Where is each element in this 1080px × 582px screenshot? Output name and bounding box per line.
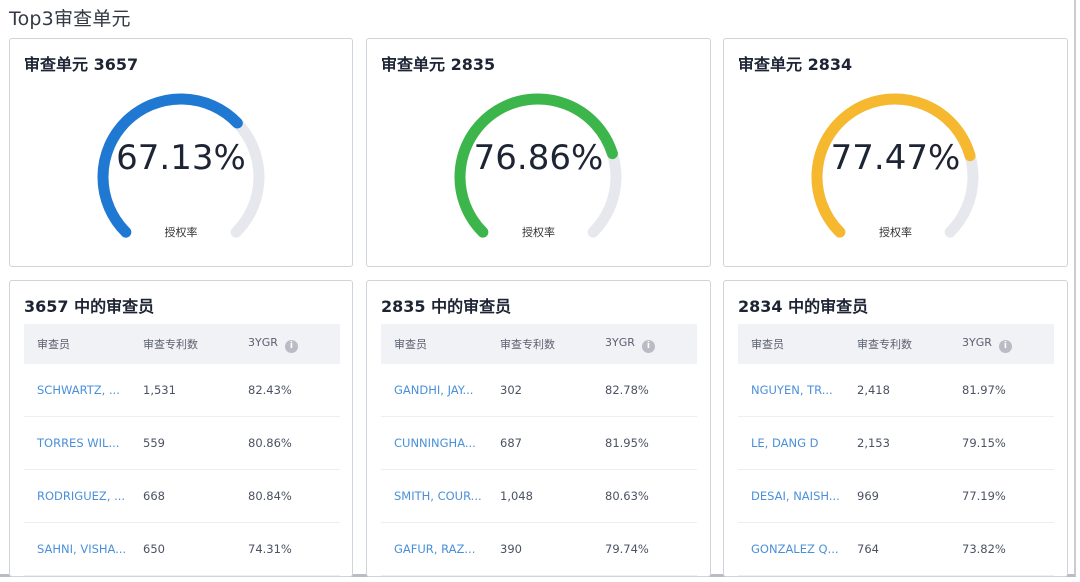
gauge-card-2: 审查单元 2835 76.86% 授权率 xyxy=(366,38,711,267)
gauge-chart xyxy=(454,93,622,238)
table-row: GONZALEZ Q... 764 73.82% xyxy=(738,522,1054,576)
examiner-name-link[interactable]: DESAI, NAISH... xyxy=(738,469,844,523)
ygr-value: 81.97% xyxy=(949,364,1054,417)
gauge-arc xyxy=(97,93,243,238)
examiner-name-link[interactable]: LE, DANG D xyxy=(738,416,844,470)
table-header-row: 审查员 审查专利数 3YGR i xyxy=(738,324,1054,364)
gauge-card-title: 审查单元 3657 xyxy=(24,55,139,74)
ygr-value: 79.15% xyxy=(949,416,1054,470)
examiner-name-link[interactable]: GONZALEZ Q... xyxy=(738,522,844,576)
table-row: SAHNI, VISHA... 650 74.31% xyxy=(24,522,340,576)
table-row: LE, DANG D 2,153 79.15% xyxy=(738,416,1054,470)
table-row: CUNNINGHA... 687 81.95% xyxy=(381,416,697,470)
gauge-chart xyxy=(97,93,265,238)
examiner-name-link[interactable]: SCHWARTZ, ... xyxy=(24,364,130,417)
examiner-name-link[interactable]: NGUYEN, TR... xyxy=(738,364,844,417)
gauge-value: 76.86% xyxy=(473,138,604,178)
ygr-value: 82.43% xyxy=(235,364,340,417)
table-row: DESAI, NAISH... 969 77.19% xyxy=(738,469,1054,523)
examiner-table: 审查员 审查专利数 3YGR i GANDHI, JAY... 302 82.78… xyxy=(381,324,697,576)
examiner-name-link[interactable]: GAFUR, RAZ... xyxy=(381,522,487,576)
gauge-caption: 授权率 xyxy=(522,226,555,239)
ygr-value: 77.19% xyxy=(949,469,1054,523)
patent-count: 687 xyxy=(487,416,592,470)
examiner-table: 审查员 审查专利数 3YGR i NGUYEN, TR... 2,418 81.9… xyxy=(738,324,1054,576)
examiner-name-link[interactable]: RODRIGUEZ, ... xyxy=(24,469,130,523)
col-header-examiner: 审查员 xyxy=(381,324,487,364)
table-header-row: 审查员 审查专利数 3YGR i xyxy=(381,324,697,364)
examiner-card-1: 3657 中的审查员 审查员 审查专利数 3YGR i SCHWARTZ, ...… xyxy=(9,280,353,577)
col-header-examiner: 审查员 xyxy=(24,324,130,364)
table-row: GAFUR, RAZ... 390 79.74% xyxy=(381,522,697,576)
examiner-name-link[interactable]: TORRES WIL... xyxy=(24,416,130,470)
gauge-card-title: 审查单元 2834 xyxy=(738,55,853,74)
gauge-chart xyxy=(811,93,979,238)
table-row: TORRES WIL... 559 80.86% xyxy=(24,416,340,470)
patent-count: 1,048 xyxy=(487,469,592,523)
ygr-value: 80.84% xyxy=(235,469,340,523)
gauge-card-1: 审查单元 3657 67.13% 授权率 xyxy=(9,38,353,267)
gauge-card-3: 审查单元 2834 77.47% 授权率 xyxy=(723,38,1068,267)
ygr-value: 73.82% xyxy=(949,522,1054,576)
patent-count: 668 xyxy=(130,469,235,523)
examiner-name-link[interactable]: SMITH, COUR... xyxy=(381,469,487,523)
examiner-card-title: 2834 中的审查员 xyxy=(738,297,869,316)
gauge-value: 77.47% xyxy=(830,138,961,178)
ygr-value: 79.74% xyxy=(592,522,697,576)
patent-count: 302 xyxy=(487,364,592,417)
col-header-patents: 审查专利数 xyxy=(844,324,949,364)
table-row: SMITH, COUR... 1,048 80.63% xyxy=(381,469,697,523)
examiner-name-link[interactable]: GANDHI, JAY... xyxy=(381,364,487,417)
gauge-caption: 授权率 xyxy=(879,226,912,239)
col-header-3ygr: 3YGR i xyxy=(949,324,1054,364)
table-row: RODRIGUEZ, ... 668 80.84% xyxy=(24,469,340,523)
section-title: Top3审查单元 xyxy=(9,8,131,30)
patent-count: 650 xyxy=(130,522,235,576)
patent-count: 969 xyxy=(844,469,949,523)
examiner-card-title: 3657 中的审查员 xyxy=(24,297,155,316)
info-icon[interactable]: i xyxy=(284,339,298,353)
gauge-arc xyxy=(454,93,618,238)
col-header-3ygr: 3YGR i xyxy=(235,324,340,364)
examiner-name-link[interactable]: CUNNINGHA... xyxy=(381,416,487,470)
table-row: NGUYEN, TR... 2,418 81.97% xyxy=(738,364,1054,417)
gauge-caption: 授权率 xyxy=(164,226,198,239)
ygr-value: 80.86% xyxy=(235,416,340,470)
ygr-value: 80.63% xyxy=(592,469,697,523)
patent-count: 2,153 xyxy=(844,416,949,470)
table-header-row: 审查员 审查专利数 3YGR i xyxy=(24,324,340,364)
patent-count: 1,531 xyxy=(130,364,235,417)
patent-count: 390 xyxy=(487,522,592,576)
table-row: GANDHI, JAY... 302 82.78% xyxy=(381,364,697,417)
ygr-value: 82.78% xyxy=(592,364,697,417)
table-row: SCHWARTZ, ... 1,531 82.43% xyxy=(24,364,340,417)
info-icon[interactable]: i xyxy=(641,339,655,353)
col-header-examiner: 审查员 xyxy=(738,324,844,364)
examiner-card-3: 2834 中的审查员 审查员 审查专利数 3YGR i NGUYEN, TR...… xyxy=(723,280,1068,577)
ygr-value: 74.31% xyxy=(235,522,340,576)
gauge-value: 67.13% xyxy=(116,138,246,178)
info-icon[interactable]: i xyxy=(998,339,1012,353)
examiner-table: 审查员 审查专利数 3YGR i SCHWARTZ, ... 1,531 82.4… xyxy=(24,324,340,576)
patent-count: 2,418 xyxy=(844,364,949,417)
patent-count: 764 xyxy=(844,522,949,576)
col-header-patents: 审查专利数 xyxy=(487,324,592,364)
gauge-arc xyxy=(811,93,976,238)
col-header-patents: 审查专利数 xyxy=(130,324,235,364)
ygr-value: 81.95% xyxy=(592,416,697,470)
examiner-card-title: 2835 中的审查员 xyxy=(381,297,512,316)
examiner-name-link[interactable]: SAHNI, VISHA... xyxy=(24,522,130,576)
patent-count: 559 xyxy=(130,416,235,470)
examiner-card-2: 2835 中的审查员 审查员 审查专利数 3YGR i GANDHI, JAY..… xyxy=(366,280,711,577)
gauge-card-title: 审查单元 2835 xyxy=(381,55,496,74)
col-header-3ygr: 3YGR i xyxy=(592,324,697,364)
